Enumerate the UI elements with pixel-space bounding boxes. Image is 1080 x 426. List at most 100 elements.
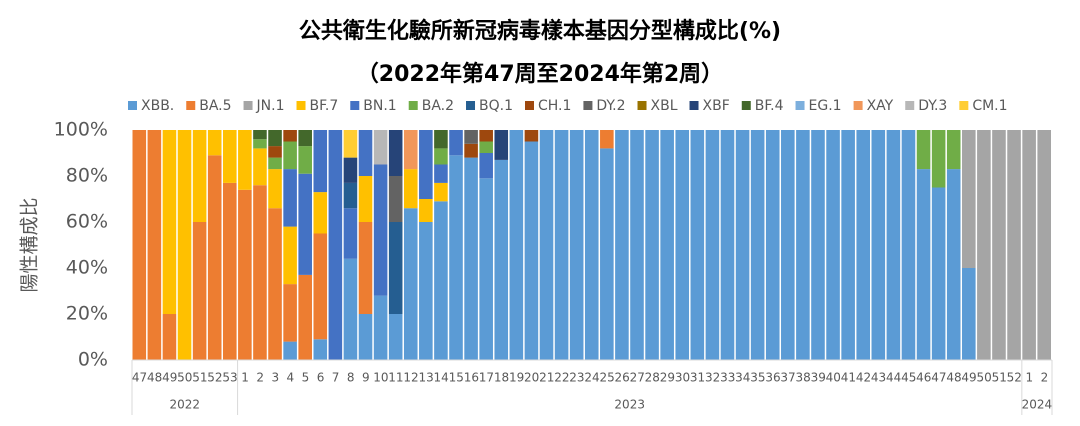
bar-segment (524, 141, 539, 360)
bar-segment (811, 130, 825, 360)
bar-segment (615, 130, 629, 360)
x-tick-label: 35 (750, 371, 765, 385)
bar-segment (781, 130, 795, 360)
bar-segment (464, 157, 478, 360)
x-tick-label: 9 (362, 371, 370, 385)
bar-segment (268, 130, 282, 147)
bar-segment (931, 187, 946, 360)
bar-segment (343, 208, 358, 259)
legend-swatch (296, 101, 306, 110)
bar-segment (584, 130, 599, 360)
legend-swatch (408, 101, 418, 110)
bar-segment (222, 130, 237, 183)
legend-swatch (466, 101, 476, 110)
bar-segment (343, 157, 358, 183)
x-tick-label: 32 (705, 371, 720, 385)
bar-segment (313, 130, 328, 193)
bar-segment (1022, 130, 1036, 360)
x-tick-label: 47 (132, 371, 147, 385)
legend-label: JN.1 (256, 98, 285, 114)
x-tick-label: 48 (946, 371, 961, 385)
bar-segment (479, 141, 493, 153)
y-tick-label: 0% (78, 349, 108, 371)
x-tick-label: 42 (856, 371, 871, 385)
bar-segment (946, 169, 961, 360)
y-tick-label: 60% (66, 211, 108, 233)
bar-segment (931, 130, 946, 188)
bar-segment (283, 141, 297, 170)
bar-segment (343, 130, 358, 158)
legend-label: BF.4 (755, 98, 784, 114)
bar-segment (916, 169, 931, 360)
bar-segment (253, 148, 267, 186)
bar-segment (992, 130, 1006, 360)
bar-segment (283, 284, 297, 342)
x-tick-label: 17 (479, 371, 494, 385)
bar-segment (403, 169, 418, 209)
bar-segment (524, 130, 539, 142)
x-tick-label: 28 (645, 371, 660, 385)
x-tick-label: 52 (1007, 371, 1022, 385)
bar-segment (434, 201, 448, 360)
x-tick-label: 36 (765, 371, 780, 385)
bar-segment (901, 130, 916, 360)
bar-segment (298, 173, 312, 275)
bar-segment (434, 130, 448, 149)
legend-swatch (741, 101, 751, 110)
bar-segment (449, 155, 463, 360)
bar-segment (253, 139, 267, 149)
x-tick-label: 16 (464, 371, 479, 385)
bar-segment (147, 130, 162, 360)
bar-segment (358, 222, 373, 314)
chart-subtitle: （2022年第47周至2024年第2周） (357, 61, 723, 87)
bar-segment (283, 226, 297, 285)
y-tick-label: 100% (54, 119, 108, 141)
bar-segment (856, 130, 871, 360)
bar-segment (916, 130, 931, 170)
bar-segment (313, 339, 328, 360)
x-tick-label: 38 (796, 371, 811, 385)
bar-segment (373, 164, 388, 296)
x-tick-label: 44 (886, 371, 901, 385)
legend-swatch (525, 101, 534, 110)
bar-segment (343, 182, 358, 209)
x-tick-label: 45 (901, 371, 916, 385)
bar-segment (946, 130, 961, 170)
bar-segment (479, 153, 493, 179)
x-tick-label: 15 (449, 371, 464, 385)
bar-segment (554, 130, 569, 360)
bar-segment (494, 159, 509, 360)
x-tick-label: 10 (373, 371, 388, 385)
legend-label: BN.1 (363, 98, 396, 114)
bar-segment (373, 295, 388, 360)
legend-swatch (637, 101, 647, 110)
bar-segment (358, 130, 373, 176)
bar-segment (479, 178, 493, 360)
bar-segment (207, 130, 222, 156)
bar-segment (720, 130, 735, 360)
bar-segment (253, 185, 267, 360)
bar-segment (162, 130, 177, 314)
bar-segment (313, 192, 328, 234)
bar-segment (962, 130, 976, 268)
x-tick-label: 37 (780, 371, 795, 385)
x-tick-label: 5 (302, 371, 310, 385)
y-tick-label: 80% (66, 165, 108, 187)
x-tick-label: 4 (287, 371, 295, 385)
bar-segment (192, 222, 207, 360)
bar-segment (750, 130, 765, 360)
y-tick-label: 40% (66, 257, 108, 279)
legend-swatch (853, 101, 863, 110)
x-tick-label: 40 (826, 371, 841, 385)
bar-segment (313, 233, 328, 340)
x-tick-label: 3 (271, 371, 279, 385)
bar-segment (419, 222, 433, 360)
bar-segment (192, 130, 207, 222)
legend-swatch (243, 101, 253, 110)
x-tick-label: 2 (1041, 371, 1049, 385)
bar-segment (660, 130, 674, 360)
x-tick-label: 26 (615, 371, 630, 385)
bar-segment (509, 130, 524, 360)
x-tick-label: 21 (539, 371, 554, 385)
legend-swatch (350, 101, 360, 110)
